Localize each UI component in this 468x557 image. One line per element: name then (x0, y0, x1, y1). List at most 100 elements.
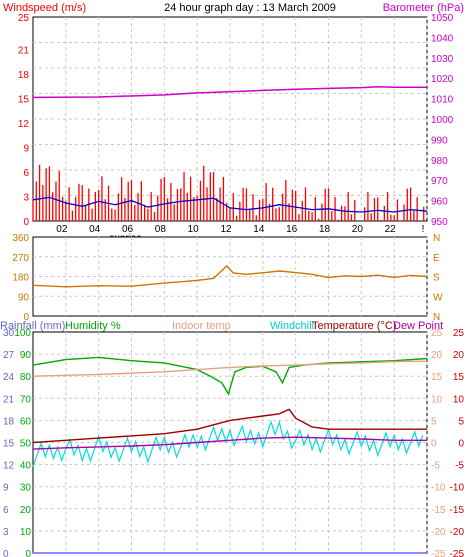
y-tick-windspeed: 0 (23, 217, 29, 228)
y-tick-compass: S (433, 273, 440, 284)
y-tick-direction: 0 (23, 312, 29, 323)
legend-entry: Temperature (°C) (312, 320, 396, 332)
y-tick-indoor: 15 (431, 372, 443, 383)
y-tick-rainfall: 24 (3, 372, 15, 383)
y-tick-humidity: 10 (20, 527, 32, 538)
y-tick-temperature: -5 (455, 461, 464, 472)
x-tick-label-1: 12 (220, 224, 232, 235)
y-tick-indoor: 0 (431, 439, 437, 450)
y-tick-temperature: 20 (453, 350, 465, 361)
y-tick-humidity: 70 (20, 394, 32, 405)
y-tick-rainfall: 15 (3, 439, 15, 450)
y-tick-barometer: 950 (431, 217, 448, 228)
y-tick-windspeed: 25 (18, 13, 30, 24)
y-tick-barometer: 1040 (431, 33, 454, 44)
y-tick-humidity: 100 (14, 328, 31, 339)
y-tick-barometer: 1020 (431, 74, 454, 85)
y-tick-direction: 90 (18, 292, 30, 303)
y-tick-direction: 270 (12, 253, 29, 264)
y-tick-rainfall: 6 (3, 505, 9, 516)
y-tick-indoor: -15 (431, 505, 446, 516)
legend-entry: Windchill (270, 320, 314, 332)
y-tick-barometer: 1000 (431, 115, 454, 126)
y-tick-indoor: -10 (431, 483, 446, 494)
axis-label-barometer: Barometer (hPa) (383, 2, 464, 14)
y-tick-humidity: 30 (20, 483, 32, 494)
y-tick-windspeed: 18 (18, 70, 30, 81)
y-tick-rainfall: 3 (3, 527, 9, 538)
legend-entry: Rainfall (mm) (0, 320, 65, 332)
chart-title: 24 hour graph day : 13 March 2009 (164, 2, 336, 14)
wind-average-line (32, 196, 428, 213)
x-tick-label-1: 06 (122, 224, 134, 235)
y-tick-indoor: 25 (431, 328, 443, 339)
y-tick-barometer: 960 (431, 197, 448, 208)
y-tick-barometer: 980 (431, 156, 448, 167)
x-tick-label-1: 14 (253, 224, 265, 235)
y-tick-humidity: 0 (25, 549, 31, 557)
y-tick-humidity: 20 (20, 505, 32, 516)
legend-entry: Humidity % (65, 320, 121, 332)
x-tick-label-1: 16 (286, 224, 298, 235)
y-tick-temperature: 10 (453, 394, 465, 405)
y-tick-windspeed: 6 (23, 168, 29, 179)
y-tick-rainfall: 0 (3, 549, 9, 557)
y-tick-rainfall: 30 (3, 328, 15, 339)
x-tick-label-1: 20 (352, 224, 364, 235)
y-tick-compass: N (433, 233, 440, 244)
y-tick-temperature: -20 (450, 527, 465, 538)
x-tick-label-1: 10 (188, 224, 200, 235)
y-tick-rainfall: 21 (3, 394, 15, 405)
y-tick-indoor: -25 (431, 549, 446, 557)
y-tick-temperature: -25 (450, 549, 465, 557)
axis-label-windspeed: Windspeed (m/s) (3, 2, 86, 14)
y-tick-barometer: 970 (431, 176, 448, 187)
y-tick-humidity: 50 (20, 439, 32, 450)
y-tick-indoor: 10 (431, 394, 443, 405)
y-tick-temperature: 25 (453, 328, 465, 339)
y-tick-temperature: 5 (458, 416, 464, 427)
y-tick-windspeed: 9 (23, 144, 29, 155)
indoor-temp-line (32, 360, 428, 377)
y-tick-humidity: 80 (20, 372, 32, 383)
dew-point-line (32, 436, 427, 450)
y-tick-compass: N (433, 312, 440, 323)
temperature-c-line (32, 408, 427, 444)
y-tick-direction: 180 (12, 273, 29, 284)
y-tick-humidity: 40 (20, 461, 32, 472)
y-tick-indoor: 20 (431, 350, 443, 361)
x-tick-label-1: 04 (89, 224, 101, 235)
y-tick-rainfall: 18 (3, 416, 15, 427)
y-tick-barometer: 1030 (431, 54, 454, 65)
y-tick-humidity: 60 (20, 416, 32, 427)
y-tick-windspeed: 15 (18, 95, 30, 106)
y-tick-humidity: 90 (20, 350, 32, 361)
legend-entry: Dew Point (393, 320, 443, 332)
y-tick-rainfall: 12 (3, 461, 15, 472)
x-tick-label-1: 02 (56, 224, 68, 235)
y-tick-rainfall: 27 (3, 350, 15, 361)
y-tick-temperature: 15 (453, 372, 465, 383)
y-tick-compass: W (433, 292, 443, 303)
y-tick-windspeed: 12 (18, 119, 30, 130)
y-tick-direction: 360 (12, 233, 29, 244)
x-tick-label-1: 18 (319, 224, 331, 235)
y-tick-temperature: 0 (458, 439, 464, 450)
y-tick-temperature: -10 (450, 483, 465, 494)
y-tick-windspeed: 3 (23, 193, 29, 204)
wind-direction-line (32, 265, 428, 288)
legend-entry: Indoor temp (172, 320, 231, 332)
y-tick-indoor: 5 (431, 416, 437, 427)
x-tick-label-1: ! (422, 224, 425, 235)
y-tick-temperature: -15 (450, 505, 465, 516)
y-tick-compass: E (433, 253, 440, 264)
y-tick-indoor: -20 (431, 527, 446, 538)
x-tick-label-1: 08 (155, 224, 167, 235)
x-tick-label-1: 22 (385, 224, 397, 235)
y-tick-barometer: 990 (431, 135, 448, 146)
y-tick-windspeed: 21 (18, 46, 30, 57)
y-tick-rainfall: 9 (3, 483, 9, 494)
y-tick-indoor: -5 (431, 461, 440, 472)
barometer-line (32, 86, 427, 99)
